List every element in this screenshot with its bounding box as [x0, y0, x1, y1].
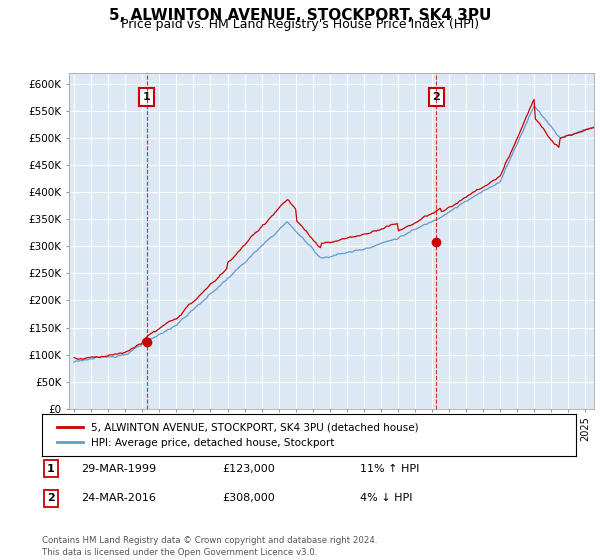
Text: 29-MAR-1999: 29-MAR-1999: [81, 464, 156, 474]
Text: 2: 2: [433, 92, 440, 102]
Legend: 5, ALWINTON AVENUE, STOCKPORT, SK4 3PU (detached house), HPI: Average price, det: 5, ALWINTON AVENUE, STOCKPORT, SK4 3PU (…: [53, 418, 423, 452]
Text: Price paid vs. HM Land Registry's House Price Index (HPI): Price paid vs. HM Land Registry's House …: [121, 18, 479, 31]
Text: 2: 2: [47, 493, 55, 503]
Text: 5, ALWINTON AVENUE, STOCKPORT, SK4 3PU: 5, ALWINTON AVENUE, STOCKPORT, SK4 3PU: [109, 8, 491, 24]
Text: 11% ↑ HPI: 11% ↑ HPI: [360, 464, 419, 474]
Text: £308,000: £308,000: [222, 493, 275, 503]
Text: 1: 1: [143, 92, 151, 102]
Text: 1: 1: [47, 464, 55, 474]
Text: Contains HM Land Registry data © Crown copyright and database right 2024.
This d: Contains HM Land Registry data © Crown c…: [42, 536, 377, 557]
Text: 24-MAR-2016: 24-MAR-2016: [81, 493, 156, 503]
Text: £123,000: £123,000: [222, 464, 275, 474]
Text: 4% ↓ HPI: 4% ↓ HPI: [360, 493, 413, 503]
